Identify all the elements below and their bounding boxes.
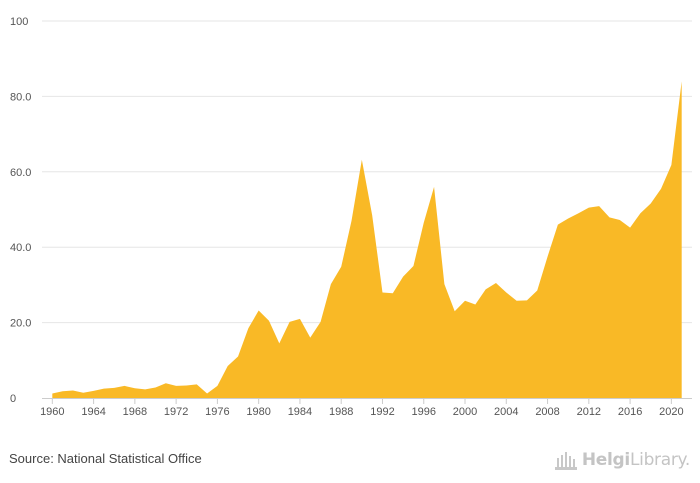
x-tick-label: 2008	[535, 406, 559, 418]
x-tick-label: 1960	[40, 406, 64, 418]
x-tick-label: 2000	[453, 406, 477, 418]
x-tick-label: 1976	[205, 406, 229, 418]
y-tick-label: 40.0	[10, 242, 31, 254]
x-axis	[42, 398, 692, 404]
y-tick-label: 80.0	[10, 91, 31, 103]
x-tick-label: 1992	[370, 406, 394, 418]
x-tick-label: 1980	[246, 406, 270, 418]
x-tick-label: 2016	[618, 406, 642, 418]
x-tick-label: 2020	[659, 406, 683, 418]
x-tick-label: 2004	[494, 406, 518, 418]
x-tick-label: 2012	[577, 406, 601, 418]
helgi-library-logo: HelgiLibrary.	[554, 448, 690, 472]
chart-footer: Source: National Statistical Office Helg…	[0, 440, 700, 483]
y-tick-label: 0	[10, 393, 16, 405]
x-axis-labels: 1960 1964 1968 1972 1976 1980 1984 1988 1992 1996…	[40, 406, 684, 418]
x-tick-label: 1996	[412, 406, 436, 418]
x-tick-label: 1964	[81, 406, 105, 418]
area-series	[52, 81, 682, 398]
y-tick-label: 60.0	[10, 167, 31, 179]
logo-wordmark: HelgiLibrary.	[581, 450, 690, 470]
building-icon	[554, 452, 577, 470]
x-tick-label: 1968	[123, 406, 147, 418]
plot-area	[52, 81, 682, 398]
y-axis-labels: 0 20.0 40.0 60.0 80.0 100	[10, 16, 31, 405]
x-tick-label: 1972	[164, 406, 188, 418]
area-chart: 0 20.0 40.0 60.0 80.0 100 1960 1964 1968 1972 197…	[10, 16, 692, 418]
y-tick-label: 100	[10, 16, 28, 28]
x-tick-label: 1988	[329, 406, 353, 418]
x-tick-label: 1984	[288, 406, 312, 418]
y-tick-label: 20.0	[10, 318, 31, 330]
source-note: Source: National Statistical Office	[9, 451, 202, 466]
